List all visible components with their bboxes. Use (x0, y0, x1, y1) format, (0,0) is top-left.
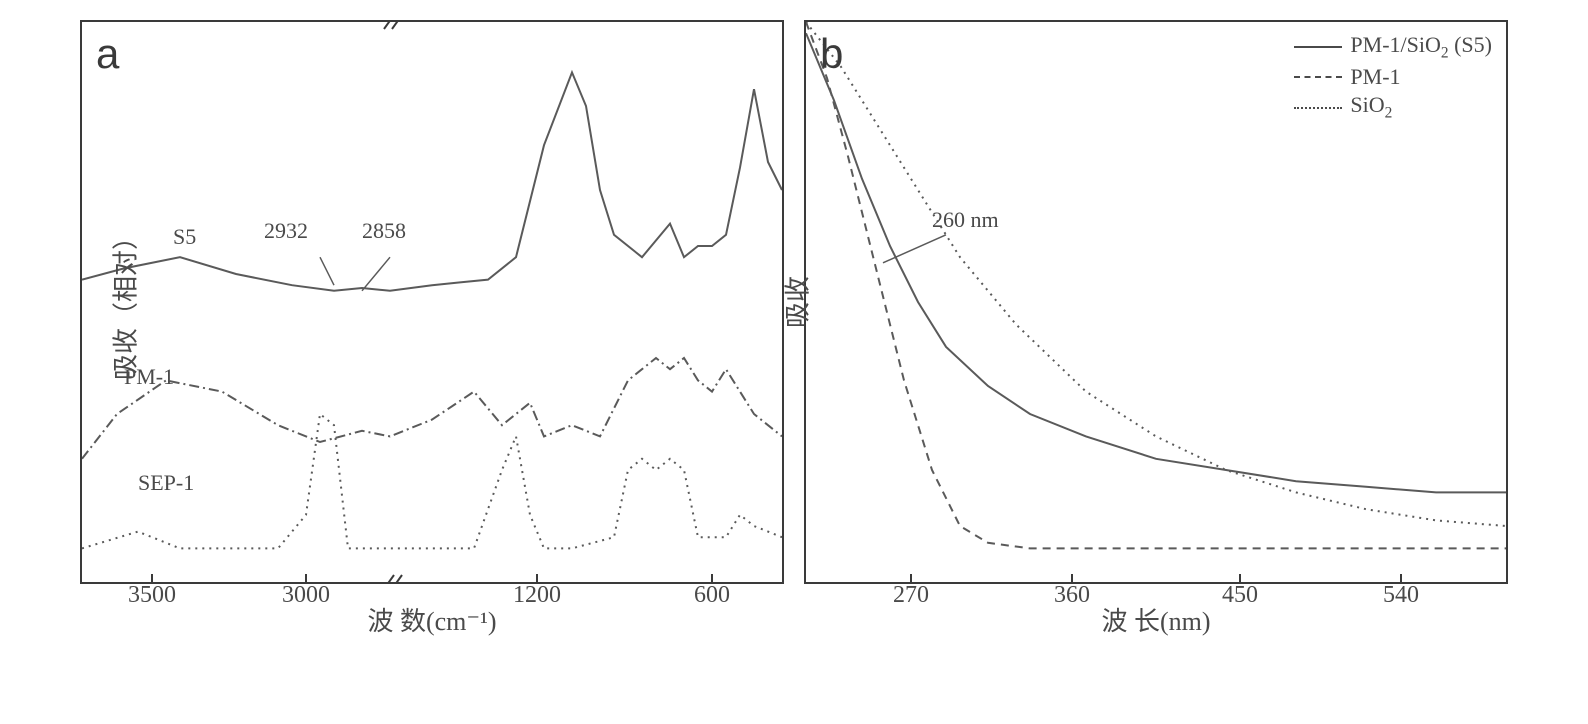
panel-b: b 吸收 270360450540 波 长(nm) PM-1/SiO2 (S5)… (804, 20, 1508, 584)
tick-label: 540 (1383, 582, 1419, 609)
legend-item: SiO2 (1294, 92, 1492, 122)
annotation-SEP1_label: SEP-1 (138, 470, 194, 496)
legend-b: PM-1/SiO2 (S5)PM-1SiO2 (1294, 32, 1492, 125)
x-axis-label-a: 波 数(cm⁻¹) (367, 601, 496, 638)
tick-label: 1200 (513, 582, 561, 609)
chart-a (82, 22, 782, 582)
legend-label: SiO2 (1350, 92, 1392, 122)
tick-label: 600 (694, 582, 730, 609)
legend-line-icon (1294, 46, 1342, 48)
annotation-PM1_label: PM-1 (124, 364, 174, 390)
panel-letter-b: b (820, 30, 843, 78)
legend-label: PM-1 (1350, 64, 1400, 90)
series-PM1 (82, 358, 782, 459)
annotation-S5_label: S5 (173, 224, 196, 250)
legend-item: PM-1/SiO2 (S5) (1294, 32, 1492, 62)
figure: a 吸收（相对） 600120030003500 波 数(cm⁻¹) 28582… (80, 20, 1508, 584)
annotation-2932: 2932 (264, 218, 308, 244)
panel-a: a 吸收（相对） 600120030003500 波 数(cm⁻¹) 28582… (80, 20, 784, 584)
tick-label: 450 (1222, 582, 1258, 609)
tick-label: 3500 (128, 582, 176, 609)
legend-line-icon (1294, 76, 1342, 78)
annotation-260nm: 260 nm (932, 207, 999, 233)
y-axis-label-b: 吸收 (778, 276, 815, 328)
series-S5 (82, 72, 782, 290)
panel-letter-a: a (96, 30, 119, 78)
tick-label: 360 (1054, 582, 1090, 609)
legend-line-icon (1294, 107, 1342, 109)
x-axis-label-b: 波 长(nm) (1101, 601, 1210, 638)
annotation-2858: 2858 (362, 218, 406, 244)
tick-label: 3000 (282, 582, 330, 609)
legend-item: PM-1 (1294, 64, 1492, 90)
legend-label: PM-1/SiO2 (S5) (1350, 32, 1492, 62)
tick-label: 270 (893, 582, 929, 609)
y-axis-label-a: 吸收（相对） (106, 224, 143, 380)
